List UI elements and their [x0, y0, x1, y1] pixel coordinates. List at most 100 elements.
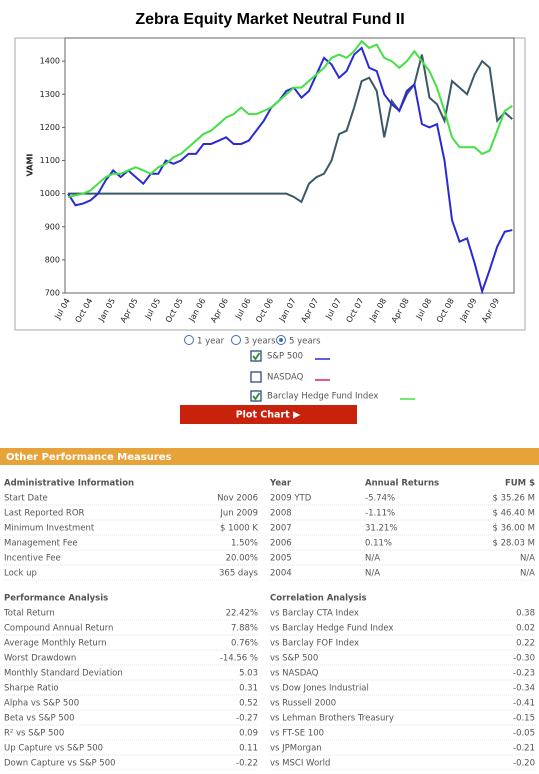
table-cell: N/A [520, 569, 535, 579]
table-cell: vs Russell 2000 [270, 699, 336, 709]
x-tick-label: Jul 05 [143, 297, 162, 322]
table-cell: 7.88% [231, 624, 258, 634]
table-cell: Last Reported ROR [4, 509, 85, 519]
table-cell: Sharpe Ratio [4, 684, 59, 694]
x-tick-label: Oct 06 [254, 297, 275, 325]
table-header: Year [269, 479, 292, 489]
table-cell: Start Date [4, 494, 48, 504]
table-cell: -14.56 % [220, 654, 258, 664]
table-cell: -0.23 [513, 669, 535, 679]
period-radio[interactable] [184, 335, 194, 345]
x-tick-label: Jul 07 [323, 297, 342, 322]
table-cell: Management Fee [4, 539, 78, 549]
table-cell: 0.11 [239, 744, 258, 754]
y-tick-label: 800 [45, 255, 60, 264]
table-cell: 22.42% [226, 609, 258, 619]
legend-checkbox[interactable] [250, 390, 262, 402]
legend-label[interactable]: Barclay Hedge Fund Index [267, 392, 378, 402]
table-cell: -1.11% [365, 509, 395, 519]
table-header: Correlation Analysis [270, 594, 367, 604]
period-radio-dot[interactable] [279, 338, 283, 342]
table-cell: 2007 [270, 524, 292, 534]
x-tick-label: Apr 05 [119, 297, 140, 325]
legend-checkbox[interactable] [250, 371, 262, 383]
table-cell: 0.76% [231, 639, 258, 649]
period-label[interactable]: 3 years [244, 337, 276, 347]
series-line [67, 46, 513, 295]
x-tick-label: Oct 04 [73, 297, 94, 325]
table-cell: 2006 [270, 539, 292, 549]
table-cell: -0.15 [513, 714, 535, 724]
table-cell: vs Barclay FOF Index [270, 639, 359, 649]
plot-chart-button-label[interactable]: Plot Chart ▶ [236, 410, 301, 421]
x-tick-label: Apr 09 [480, 297, 501, 325]
table-cell: Lock up [4, 569, 37, 579]
y-tick-label: 700 [45, 289, 60, 298]
table-cell: 0.52 [239, 699, 258, 709]
table-cell: 0.31 [239, 684, 258, 694]
table-cell: -0.22 [236, 759, 258, 769]
plot-area [64, 37, 515, 294]
table-cell: Incentive Fee [4, 554, 61, 564]
table-cell: Nov 2006 [217, 494, 258, 504]
period-label[interactable]: 1 year [197, 337, 225, 347]
table-cell: 0.02 [516, 624, 535, 634]
table-cell: 2004 [270, 569, 292, 579]
table-cell: N/A [520, 554, 535, 564]
table-cell: $ 46.40 M [493, 509, 535, 519]
table-cell: R² vs S&P 500 [4, 729, 64, 739]
table-cell: -0.05 [513, 729, 535, 739]
x-tick-label: Oct 08 [435, 297, 456, 325]
table-cell: Alpha vs S&P 500 [4, 699, 79, 709]
period-label[interactable]: 5 years [289, 337, 321, 347]
table-cell: 31.21% [365, 524, 397, 534]
table-cell: 0.09 [239, 729, 258, 739]
y-axis-label: VAMI [26, 154, 35, 177]
table-header: Annual Returns [365, 479, 439, 489]
table-cell: N/A [365, 554, 380, 564]
x-tick-label: Oct 07 [344, 297, 365, 325]
legend-checkbox[interactable] [250, 350, 262, 362]
legend-label[interactable]: NASDAQ [267, 373, 304, 383]
table-cell: $ 28.03 M [493, 539, 535, 549]
y-tick-label: 1000 [40, 189, 60, 198]
table-cell: 365 days [219, 569, 259, 579]
y-tick-label: 1100 [40, 156, 60, 165]
x-tick-label: Jan 07 [277, 297, 298, 324]
x-tick-label: Jan 08 [367, 297, 388, 324]
table-header: Performance Analysis [4, 594, 108, 604]
legend-check[interactable] [252, 352, 261, 361]
table-cell: 2005 [270, 554, 292, 564]
table-cell: -0.21 [513, 744, 535, 754]
table-cell: -5.74% [365, 494, 395, 504]
table-cell: -0.27 [236, 714, 258, 724]
table-cell: 20.00% [226, 554, 258, 564]
plot-chart-button[interactable] [180, 405, 357, 424]
table-header: Administrative Information [4, 479, 134, 489]
legend-check[interactable] [252, 392, 261, 401]
table-cell: N/A [365, 569, 380, 579]
table-cell: Compound Annual Return [4, 624, 113, 634]
table-cell: Worst Drawdown [4, 654, 76, 664]
table-cell: vs Barclay Hedge Fund Index [270, 624, 394, 634]
table-cell: -0.34 [513, 684, 535, 694]
x-tick-label: Jan 06 [187, 297, 208, 324]
table-cell: vs S&P 500 [270, 654, 318, 664]
table-cell: Beta vs S&P 500 [4, 714, 75, 724]
chart-title: Zebra Equity Market Neutral Fund II [135, 11, 404, 28]
x-tick-label: Jul 08 [414, 297, 433, 322]
legend-label[interactable]: S&P 500 [267, 352, 303, 362]
table-cell: vs NASDAQ [270, 669, 319, 679]
table-cell: Jun 2009 [219, 509, 258, 519]
table-cell: vs JPMorgan [270, 744, 322, 754]
x-tick-label: Jul 04 [52, 297, 71, 322]
section-header [0, 448, 539, 465]
period-radio[interactable] [231, 335, 241, 345]
y-tick-label: 900 [45, 222, 60, 231]
x-tick-label: Oct 05 [164, 297, 185, 325]
table-cell: Down Capture vs S&P 500 [4, 759, 116, 769]
y-tick-label: 1200 [40, 123, 60, 132]
table-cell: $ 35.26 M [493, 494, 535, 504]
series-line [67, 39, 513, 198]
table-cell: vs Lehman Brothers Treasury [270, 714, 394, 724]
